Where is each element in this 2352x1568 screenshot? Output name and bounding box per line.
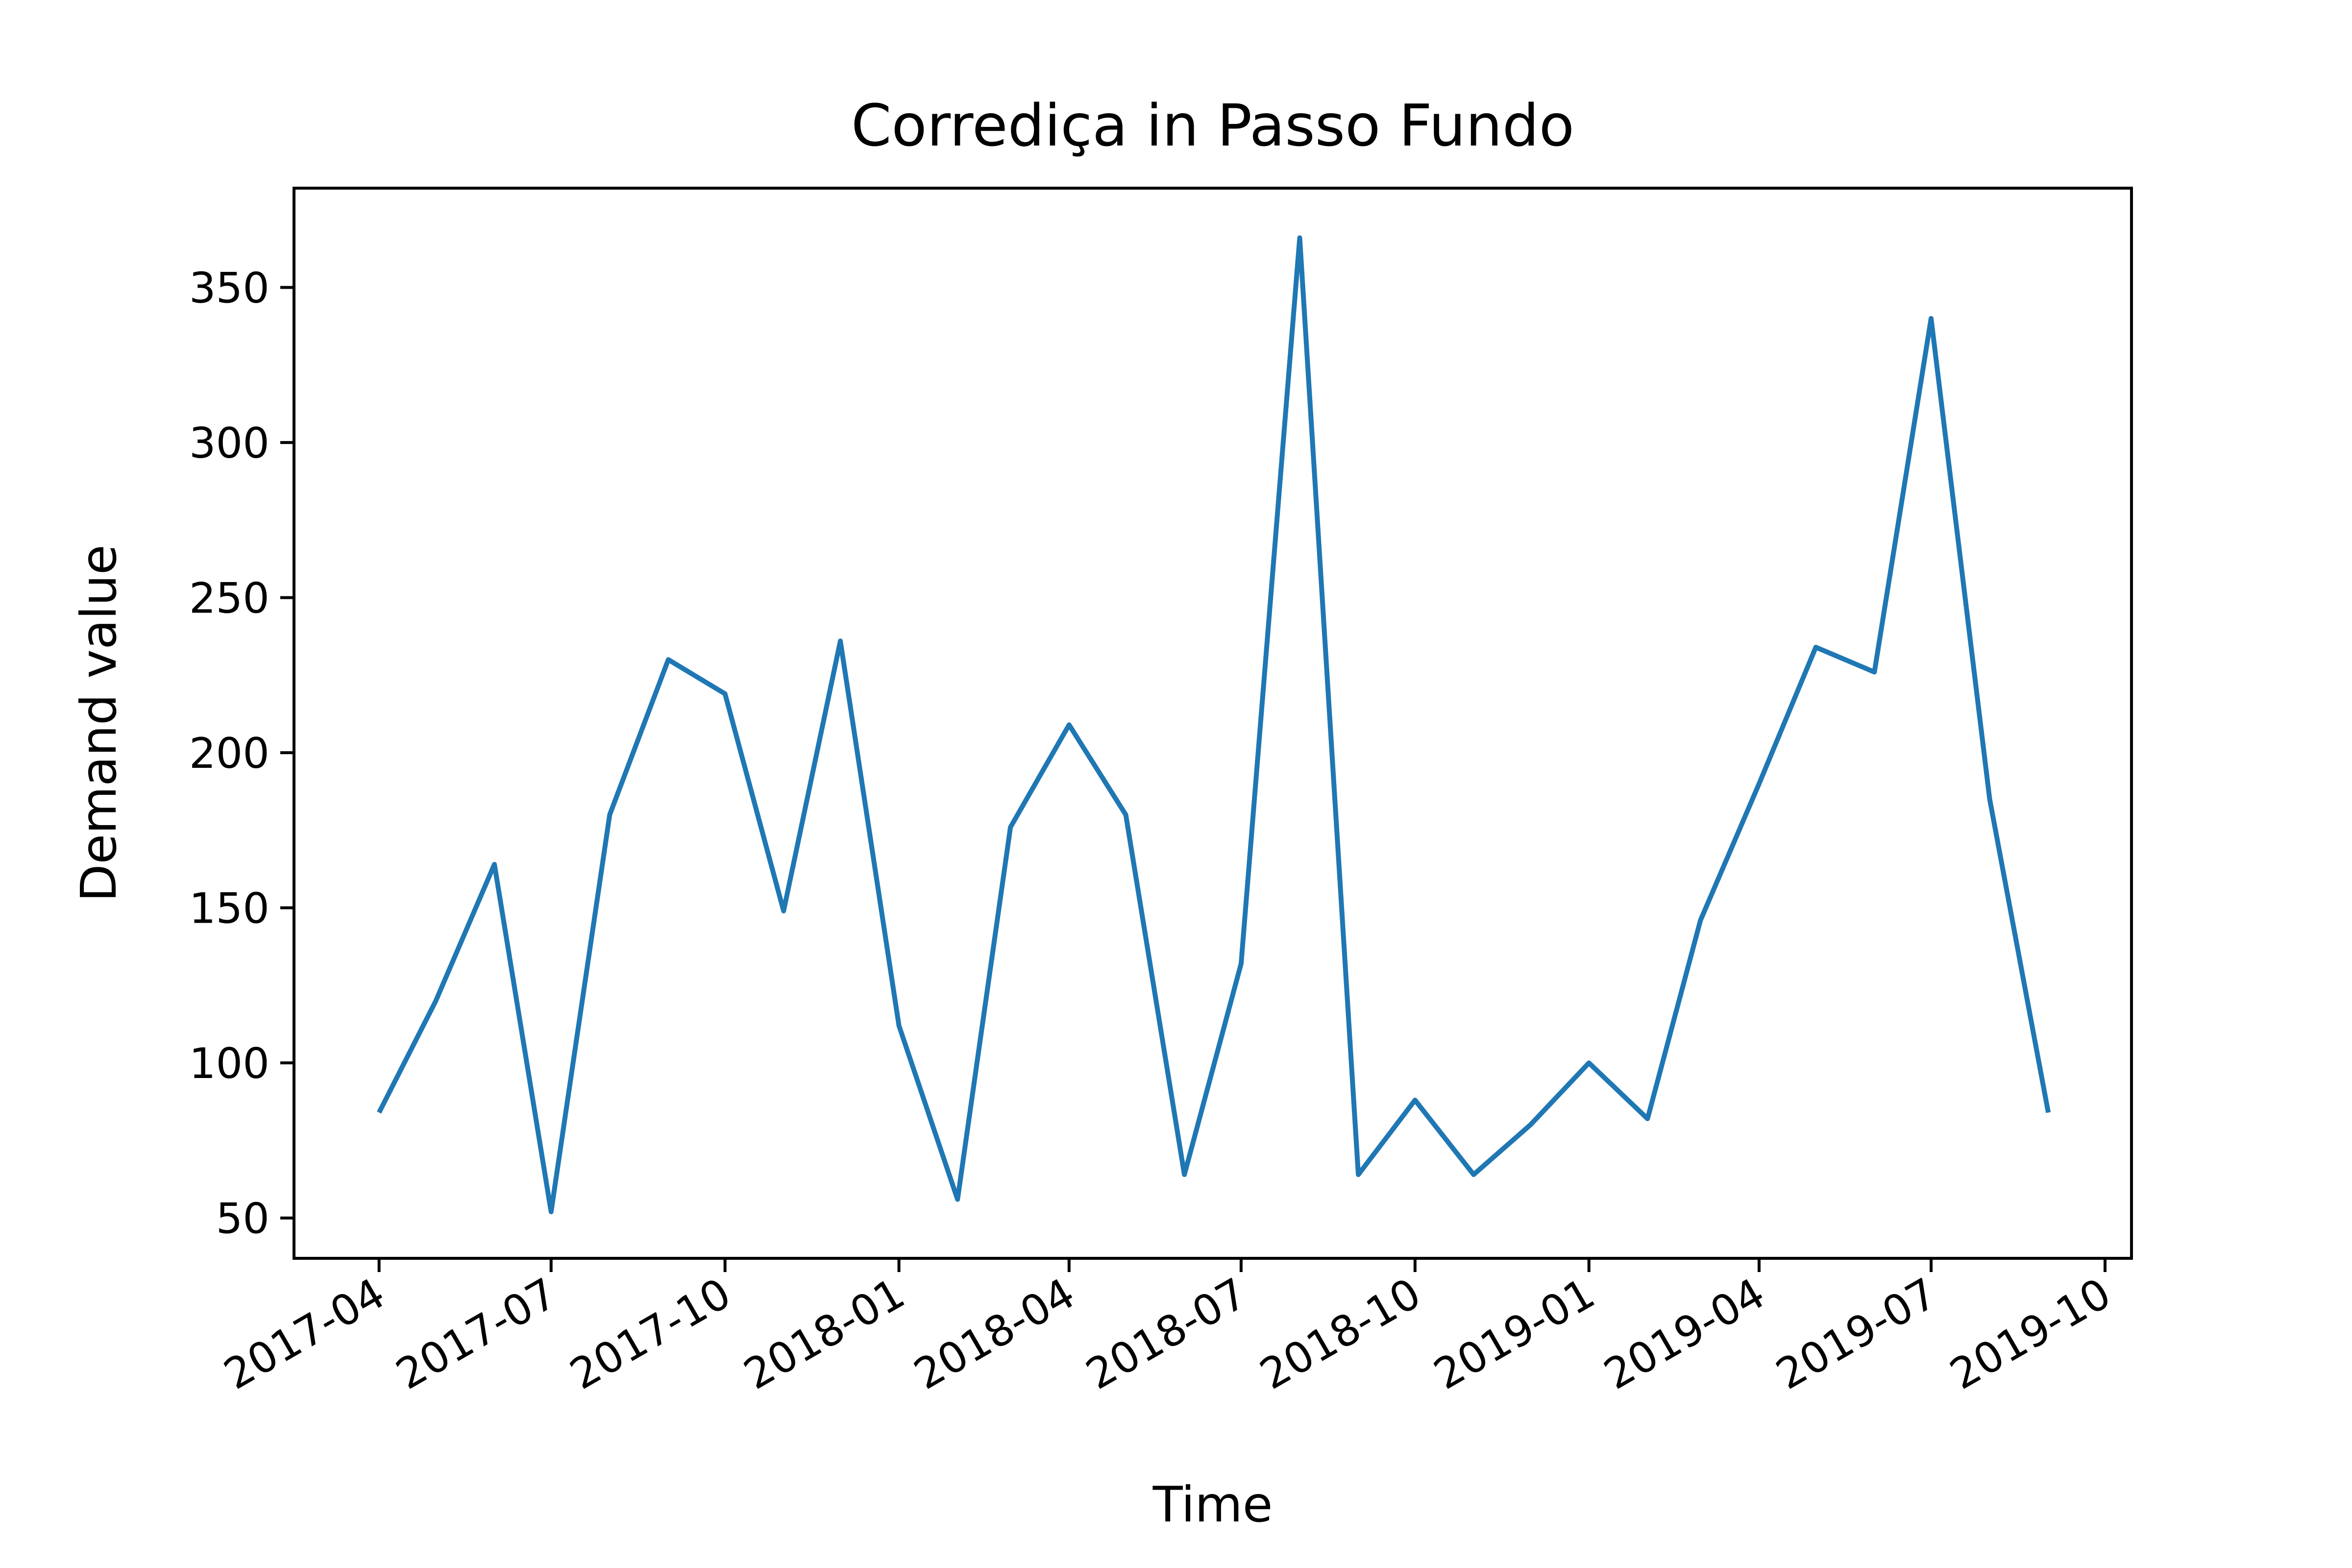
x-axis-label: Time: [1152, 1476, 1273, 1533]
y-tick-label: 200: [189, 729, 270, 778]
y-tick-label: 100: [189, 1039, 270, 1088]
x-tick-label: 2019-01: [1426, 1269, 1603, 1399]
plot-frame: [293, 187, 2133, 1260]
plot-area: [293, 187, 2133, 1260]
y-axis-label: Demand value: [70, 544, 127, 902]
x-axis: 2017-042017-072017-102018-012018-042018-…: [216, 1258, 2119, 1399]
x-tick-label: 2017-07: [388, 1269, 565, 1399]
x-tick-label: 2018-07: [1078, 1269, 1255, 1399]
x-tick-label: 2018-04: [906, 1269, 1083, 1399]
x-tick-label: 2017-04: [216, 1269, 393, 1399]
y-tick-label: 250: [189, 574, 270, 623]
chart-title: Corrediça in Passo Fundo: [851, 92, 1574, 159]
x-tick-label: 2019-07: [1768, 1269, 1945, 1399]
x-tick-label: 2018-10: [1252, 1269, 1429, 1399]
y-axis: 50 100 150 200 250 300 350: [189, 264, 294, 1244]
y-tick-label: 50: [216, 1195, 270, 1244]
y-tick-label: 300: [189, 419, 270, 468]
x-tick-label: 2019-10: [1942, 1269, 2119, 1399]
x-tick-label: 2018-01: [736, 1269, 913, 1399]
x-tick-label: 2019-04: [1596, 1269, 1773, 1399]
series-line: [377, 235, 2051, 1214]
y-tick-label: 150: [189, 884, 270, 933]
y-tick-label: 350: [189, 264, 270, 313]
x-tick-label: 2017-10: [562, 1269, 739, 1399]
